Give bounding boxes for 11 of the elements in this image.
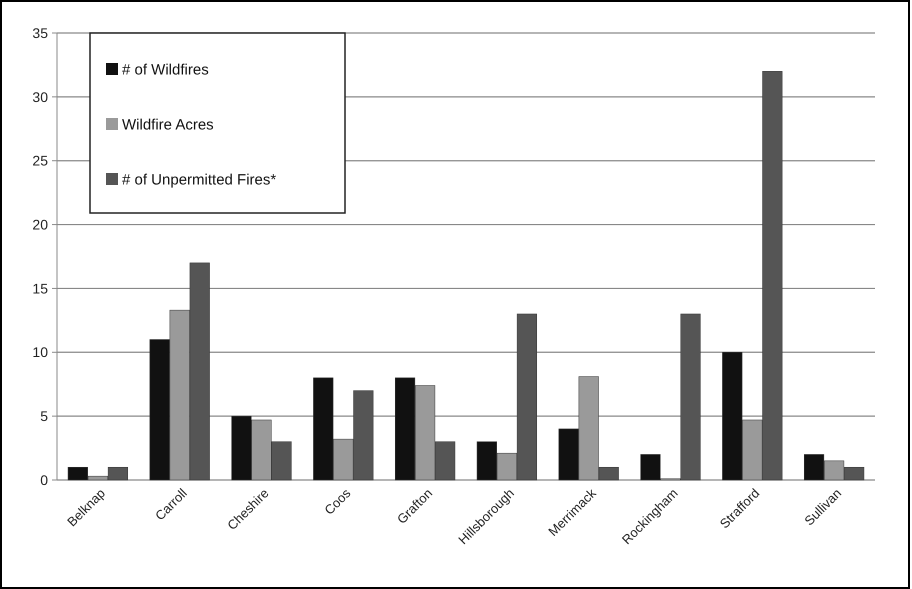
y-tick-label: 10 [32, 344, 48, 360]
legend-label: Wildfire Acres [122, 116, 214, 134]
y-tick-label: 15 [32, 280, 48, 296]
y-tick-label: 25 [32, 152, 48, 169]
y-tick-label: 0 [40, 472, 48, 488]
legend-label: # of Unpermitted Fires* [122, 171, 276, 188]
legend-label: # of Wildfires [122, 61, 209, 78]
y-tick-label: 35 [32, 24, 48, 41]
y-tick-label: 5 [40, 408, 48, 424]
y-tick-label: 30 [32, 88, 48, 105]
y-tick-label: 20 [32, 216, 48, 232]
